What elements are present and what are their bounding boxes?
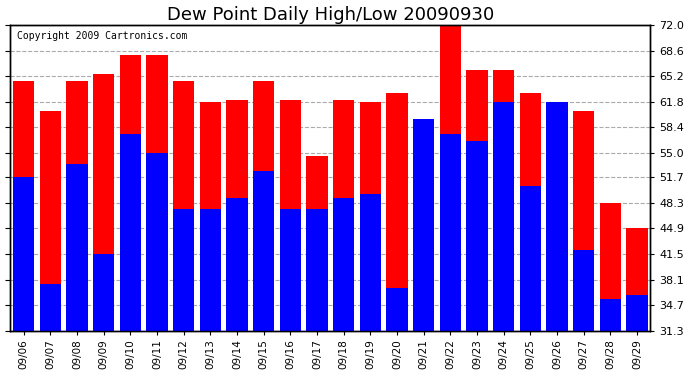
Bar	[413, 119, 435, 375]
Bar	[600, 203, 621, 375]
Bar	[627, 228, 648, 375]
Bar	[386, 93, 408, 375]
Bar	[386, 288, 408, 375]
Bar	[199, 102, 221, 375]
Bar	[40, 284, 61, 375]
Bar	[279, 100, 301, 375]
Bar	[440, 25, 461, 375]
Bar	[120, 55, 141, 375]
Bar	[93, 74, 115, 375]
Bar	[173, 209, 195, 375]
Bar	[333, 198, 355, 375]
Bar	[546, 102, 568, 375]
Bar	[173, 81, 195, 375]
Bar	[359, 194, 381, 375]
Bar	[279, 209, 301, 375]
Bar	[573, 111, 594, 375]
Bar	[493, 70, 515, 375]
Bar	[66, 164, 88, 375]
Bar	[146, 153, 168, 375]
Bar	[66, 81, 88, 375]
Bar	[413, 119, 435, 375]
Bar	[226, 100, 248, 375]
Bar	[93, 254, 115, 375]
Bar	[13, 177, 34, 375]
Bar	[520, 93, 541, 375]
Bar	[226, 198, 248, 375]
Bar	[253, 171, 275, 375]
Bar	[146, 55, 168, 375]
Bar	[493, 102, 515, 375]
Bar	[627, 295, 648, 375]
Bar	[120, 134, 141, 375]
Bar	[600, 299, 621, 375]
Bar	[253, 81, 275, 375]
Text: Copyright 2009 Cartronics.com: Copyright 2009 Cartronics.com	[17, 31, 187, 41]
Bar	[40, 111, 61, 375]
Bar	[440, 134, 461, 375]
Bar	[306, 209, 328, 375]
Bar	[573, 250, 594, 375]
Bar	[466, 70, 488, 375]
Title: Dew Point Daily High/Low 20090930: Dew Point Daily High/Low 20090930	[167, 6, 494, 24]
Bar	[13, 81, 34, 375]
Bar	[333, 100, 355, 375]
Bar	[306, 156, 328, 375]
Bar	[546, 102, 568, 375]
Bar	[520, 186, 541, 375]
Bar	[199, 209, 221, 375]
Bar	[359, 102, 381, 375]
Bar	[466, 141, 488, 375]
